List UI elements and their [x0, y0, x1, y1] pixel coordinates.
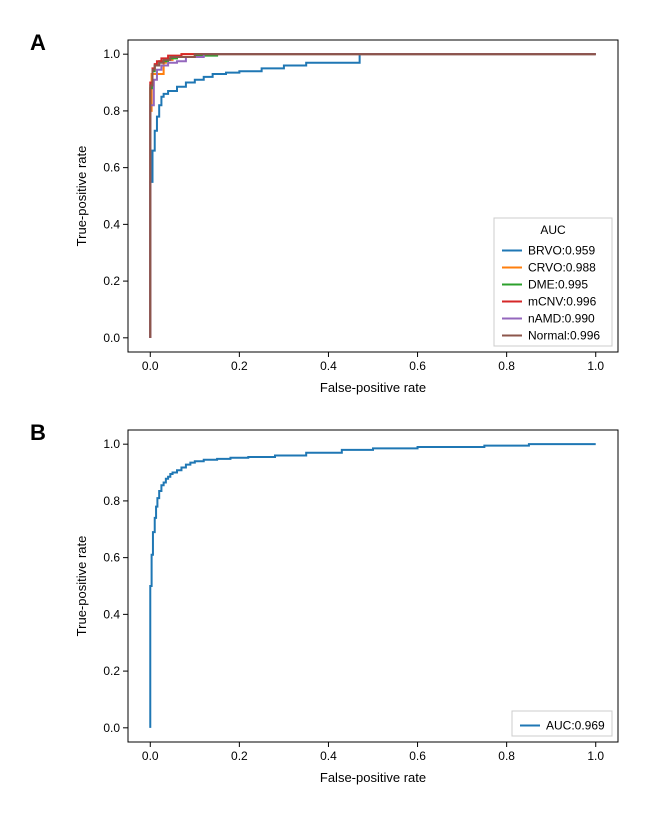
- x-tick-label: 0.8: [498, 749, 515, 763]
- chart-a-container: 0.0 0.2 0.4 0.6 0.8 1.0 0.0 0.2 0.4 0.6 0.8 1.0 Fals…: [70, 30, 646, 400]
- panel-b: B 0.0 0.2 0.4 0.6 0.8 1.0 0.0 0.2 0.4 0.6 0.8 1.0 Fa…: [20, 420, 646, 790]
- x-tick-label: 0.4: [320, 359, 337, 373]
- chart-b: 0.0 0.2 0.4 0.6 0.8 1.0 0.0 0.2 0.4 0.6 0.8 1.0 Fals…: [70, 420, 630, 790]
- panel-a: A 0.0 0.2 0.4 0.6 0.8 1.0 0.0 0.2 0.4 0.6 0.8 1.0 Fa…: [20, 30, 646, 400]
- y-axis-label: True-positive rate: [74, 536, 89, 637]
- chart-a: 0.0 0.2 0.4 0.6 0.8 1.0 0.0 0.2 0.4 0.6 0.8 1.0 Fals…: [70, 30, 630, 400]
- x-tick-label: 0.4: [320, 749, 337, 763]
- plot-border: [128, 430, 618, 742]
- y-tick-label: 0.8: [103, 494, 120, 508]
- y-tick-label: 0.2: [103, 664, 120, 678]
- x-tick-label: 0.2: [231, 359, 248, 373]
- panel-a-label: A: [30, 30, 46, 56]
- series-AUC: [150, 444, 595, 728]
- x-tick-label: 0.0: [142, 749, 159, 763]
- panel-b-label: B: [30, 420, 46, 446]
- legend-label: DME:0.995: [528, 278, 588, 292]
- y-tick-label: 0.4: [103, 217, 120, 231]
- legend-label: nAMD:0.990: [528, 312, 595, 326]
- y-tick-label: 0.0: [103, 331, 120, 345]
- y-axis-label: True-positive rate: [74, 146, 89, 247]
- y-tick-label: 1.0: [103, 437, 120, 451]
- x-tick-label: 0.2: [231, 749, 248, 763]
- x-tick-label: 1.0: [587, 359, 604, 373]
- legend-label: mCNV:0.996: [528, 295, 597, 309]
- legend-title: AUC: [540, 223, 566, 237]
- y-tick-label: 0.8: [103, 104, 120, 118]
- x-axis-label: False-positive rate: [320, 770, 426, 785]
- legend-label: BRVO:0.959: [528, 244, 595, 258]
- x-tick-label: 0.0: [142, 359, 159, 373]
- legend-label: AUC:0.969: [546, 719, 605, 733]
- x-tick-label: 0.6: [409, 359, 426, 373]
- x-tick-label: 1.0: [587, 749, 604, 763]
- y-tick-label: 0.0: [103, 721, 120, 735]
- chart-b-container: 0.0 0.2 0.4 0.6 0.8 1.0 0.0 0.2 0.4 0.6 0.8 1.0 Fals…: [70, 420, 646, 790]
- legend-label: Normal:0.996: [528, 329, 600, 343]
- x-tick-label: 0.8: [498, 359, 515, 373]
- y-tick-label: 1.0: [103, 47, 120, 61]
- x-axis-label: False-positive rate: [320, 380, 426, 395]
- x-tick-label: 0.6: [409, 749, 426, 763]
- figure: A 0.0 0.2 0.4 0.6 0.8 1.0 0.0 0.2 0.4 0.6 0.8 1.0 Fa…: [20, 30, 646, 790]
- y-tick-label: 0.2: [103, 274, 120, 288]
- y-tick-label: 0.6: [103, 551, 120, 565]
- y-tick-label: 0.4: [103, 607, 120, 621]
- legend-label: CRVO:0.988: [528, 261, 596, 275]
- y-tick-label: 0.6: [103, 161, 120, 175]
